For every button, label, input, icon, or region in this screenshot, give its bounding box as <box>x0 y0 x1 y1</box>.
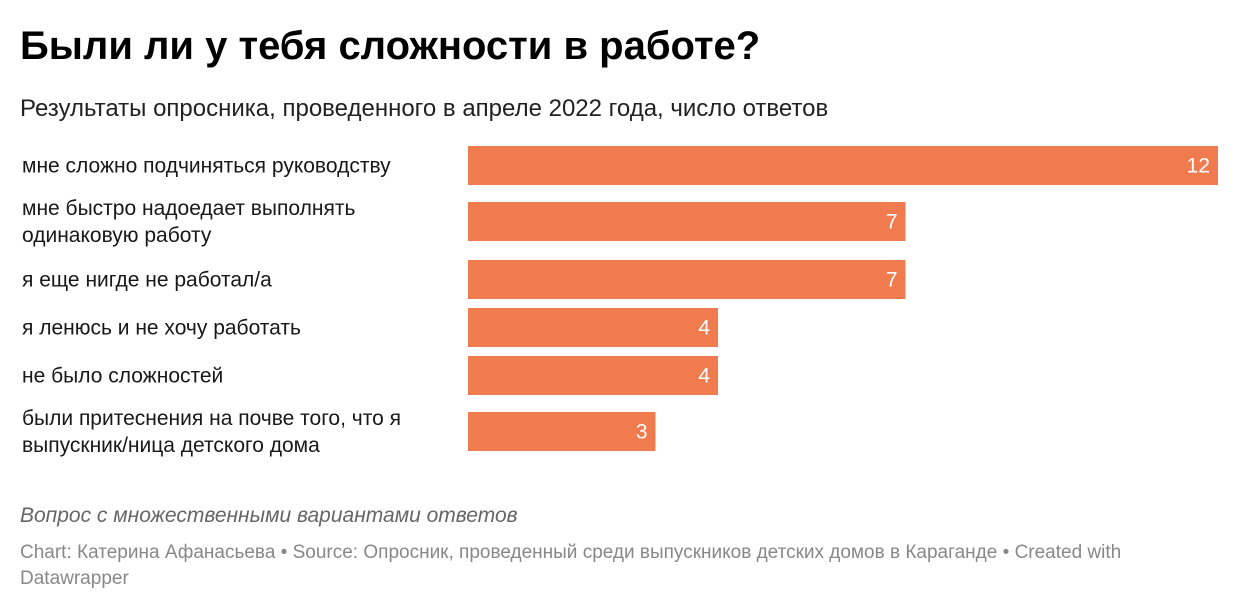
bar <box>468 412 656 451</box>
bar-value-label: 12 <box>1187 155 1210 178</box>
category-label-line: мне быстро надоедает выполнять <box>22 197 355 220</box>
category-label-line: не было сложностей <box>22 365 223 388</box>
category-label: я ленюсь и не хочу работать <box>22 317 301 340</box>
category-label: я еще нигде не работал/а <box>22 269 272 292</box>
bar-value-label: 3 <box>636 421 648 444</box>
category-label-line: одинаковую работу <box>22 224 212 247</box>
footer-chart-label: Chart: <box>20 542 72 563</box>
category-label-line: я ленюсь и не хочу работать <box>22 317 301 340</box>
bar-value-label: 7 <box>886 269 898 292</box>
category-label: мне быстро надоедает выполнять одинаковую… <box>22 197 355 247</box>
category-label-line: мне сложно подчиняться руководству <box>22 155 391 178</box>
footer-source: Опросник, проведенный среди выпускников … <box>363 542 998 563</box>
bar <box>468 260 906 299</box>
bar <box>468 308 718 347</box>
category-label-line: были притеснения на почве того, что я <box>22 407 401 430</box>
bar <box>468 356 718 395</box>
bar-value-label: 4 <box>698 365 710 388</box>
chart-notes: Вопрос с множественными вариантами ответ… <box>20 504 518 527</box>
footer-separator: • <box>1002 542 1010 563</box>
category-label: были притеснения на почве того, что я вып… <box>22 407 401 457</box>
bar <box>468 202 906 241</box>
chart-footer: Chart: Катерина Афанасьева • Source: Опр… <box>20 540 1200 592</box>
footer-created: Created with Datawrapper <box>20 542 1122 589</box>
footer-source-label: Source: <box>292 542 359 563</box>
bar-value-label: 4 <box>698 317 710 340</box>
category-label: не было сложностей <box>22 365 223 388</box>
category-label: мне сложно подчиняться руководству <box>22 155 391 178</box>
category-label-line: я еще нигде не работал/а <box>22 269 272 292</box>
category-label-line: выпускник/ница детского дома <box>22 434 320 457</box>
chart-subtitle: Результаты опросника, проведенного в апр… <box>20 95 829 122</box>
chart-title: Были ли у тебя сложности в работе? <box>20 24 761 68</box>
bar-value-label: 7 <box>886 211 898 234</box>
footer-author: Катерина Афанасьева <box>77 542 276 563</box>
bar <box>468 146 1218 185</box>
footer-separator: • <box>280 542 288 563</box>
